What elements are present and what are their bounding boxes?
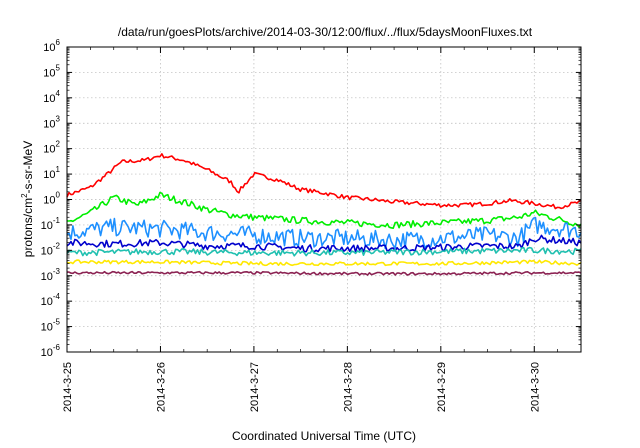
y-axis-label-rest: -s-sr-MeV <box>21 141 35 194</box>
y-tick-exp: 0 <box>56 191 61 200</box>
y-tick-label: 103 <box>43 114 60 130</box>
y-axis: 10-610-510-410-310-210-11001011021031041… <box>41 38 581 359</box>
series-line-3 <box>66 216 582 250</box>
y-tick-base: 10 <box>43 67 55 79</box>
series-group <box>66 153 582 276</box>
y-tick-base: 10 <box>41 322 53 334</box>
y-tick-label: 10-5 <box>41 318 61 334</box>
series-line-6 <box>66 259 582 267</box>
y-tick-base: 10 <box>43 93 55 105</box>
y-tick-label: 104 <box>43 89 60 105</box>
y-tick-exp: 5 <box>56 63 61 72</box>
y-axis-label: protons/cm2-s-sr-MeV <box>20 141 35 257</box>
y-tick-label: 10-3 <box>41 267 61 283</box>
y-tick-label: 101 <box>43 165 60 181</box>
y-tick-exp: 6 <box>56 38 61 47</box>
y-tick-exp: 3 <box>56 114 61 123</box>
y-tick-base: 10 <box>43 118 55 130</box>
y-tick-exp: 2 <box>56 140 61 149</box>
y-tick-label: 10-4 <box>41 292 61 308</box>
chart-title: /data/run/goesPlots/archive/2014-03-30/1… <box>118 25 533 39</box>
y-tick-label: 100 <box>43 191 60 207</box>
y-tick-base: 10 <box>41 296 53 308</box>
series-line-7 <box>67 270 582 276</box>
y-tick-base: 10 <box>43 42 55 54</box>
series-line-4 <box>66 234 582 253</box>
series-line-1 <box>66 153 582 210</box>
series-line-5 <box>66 246 582 257</box>
y-tick-exp: -4 <box>53 292 61 301</box>
x-axis-label: Coordinated Universal Time (UTC) <box>232 429 416 443</box>
y-tick-base: 10 <box>41 245 53 257</box>
y-axis-label-sup: 2 <box>20 193 29 198</box>
y-tick-exp: -5 <box>53 318 61 327</box>
y-tick-base: 10 <box>41 347 53 359</box>
x-tick-label: 2014-3-30 <box>529 362 541 412</box>
series-line-2 <box>66 191 582 229</box>
x-tick-label: 2014-3-27 <box>249 362 261 412</box>
y-tick-label: 106 <box>43 38 60 54</box>
y-tick-base: 10 <box>41 271 53 283</box>
y-tick-label: 10-1 <box>41 216 61 232</box>
y-tick-base: 10 <box>43 169 55 181</box>
x-tick-label: 2014-3-26 <box>155 362 167 412</box>
y-tick-exp: -6 <box>53 343 61 352</box>
x-axis: 2014-3-25 2014-3-26 2014-3-27 2014-3-28 2014… <box>62 47 582 412</box>
y-axis-label-main: protons/cm <box>21 198 35 257</box>
y-tick-base: 10 <box>43 195 55 207</box>
y-tick-exp: 1 <box>56 165 61 174</box>
y-tick-base: 10 <box>43 144 55 156</box>
y-tick-label: 105 <box>43 63 60 79</box>
x-tick-label: 2014-3-29 <box>436 362 448 412</box>
y-tick-exp: -2 <box>53 241 61 250</box>
y-tick-label: 10-2 <box>41 241 61 257</box>
y-tick-label: 10-6 <box>41 343 61 359</box>
grid <box>67 47 581 352</box>
y-tick-label: 102 <box>43 140 60 156</box>
y-tick-exp: 4 <box>56 89 61 98</box>
x-tick-label: 2014-3-28 <box>342 362 354 412</box>
x-tick-label: 2014-3-25 <box>62 362 74 412</box>
y-tick-exp: -3 <box>53 267 61 276</box>
y-tick-exp: -1 <box>53 216 61 225</box>
y-tick-base: 10 <box>41 220 53 232</box>
